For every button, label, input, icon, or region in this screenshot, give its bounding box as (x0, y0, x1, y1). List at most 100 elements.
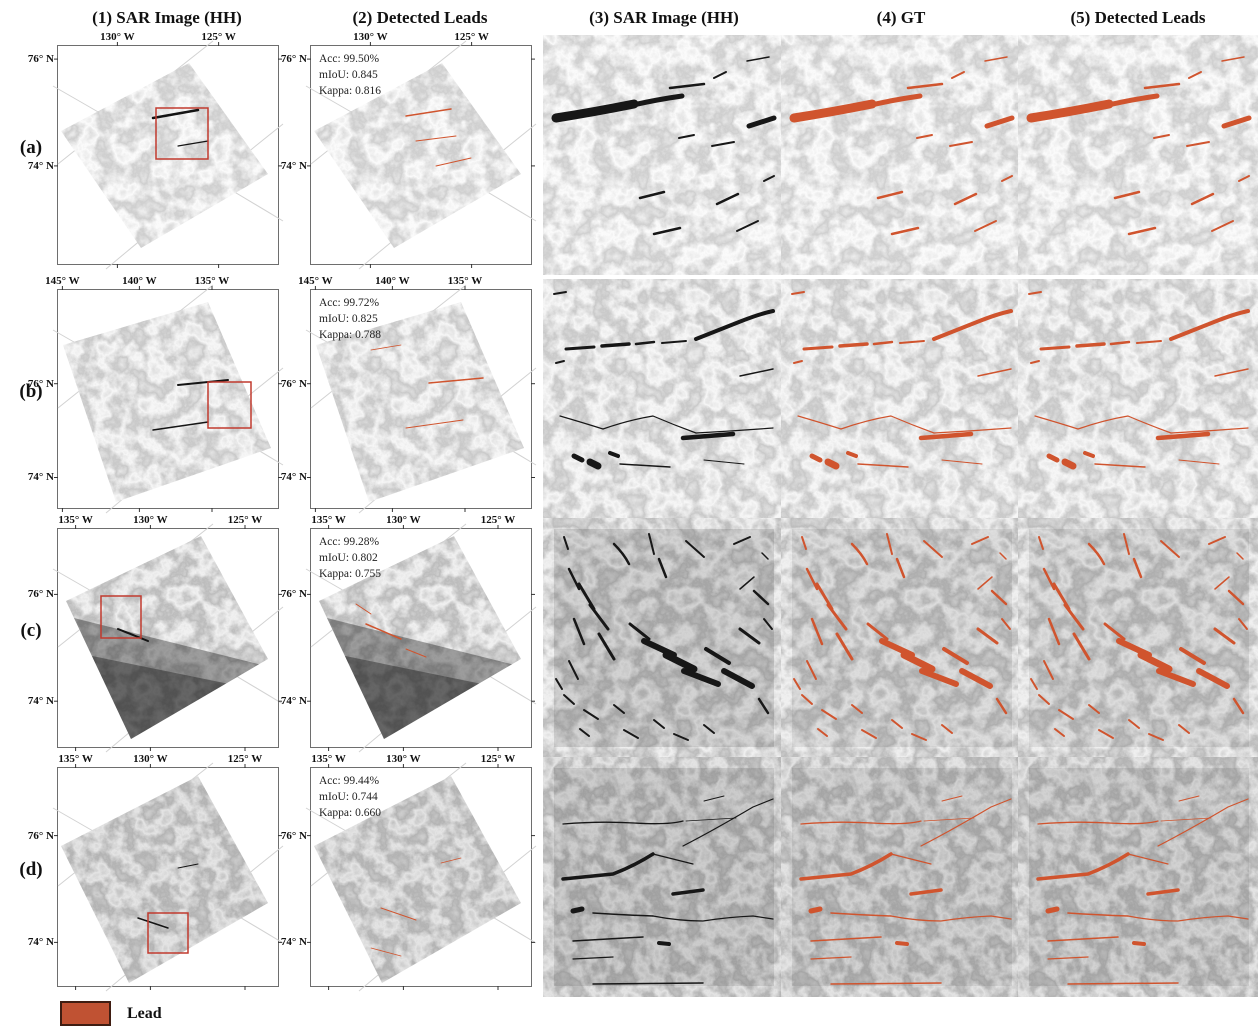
column-header-5: (5) Detected Leads (1070, 8, 1206, 27)
roi-rectangle (155, 107, 209, 160)
map-panel-b1-sar: 145° W 140° W 135° W 76° N 74° N (28, 275, 284, 514)
lon-label: 125° W (227, 514, 263, 526)
detected-image (1029, 529, 1249, 747)
map-plot (52, 284, 284, 514)
metric-miou: mIoU: 0.845 (319, 69, 378, 82)
map-panel-d2-detected: 135° W 130° W 125° W 76° N 74° N Acc: 99… (281, 753, 537, 992)
roi-rectangle (207, 381, 252, 429)
metrics-box: Acc: 99.50% mIoU: 0.845 Kappa: 0.816 (319, 51, 381, 99)
sar-image (554, 290, 774, 508)
column-header-1: (1) SAR Image (HH) (92, 8, 242, 27)
column-header-4: (4) GT (876, 8, 926, 27)
legend-label: Lead (127, 1004, 162, 1022)
lat-label: 76° N (280, 377, 307, 390)
column-header-2: (2) Detected Leads (352, 8, 488, 27)
lat-label: 74° N (27, 936, 54, 949)
lon-label: 135° W (194, 275, 230, 287)
lat-label: 74° N (27, 159, 54, 172)
lat-label: 74° N (280, 936, 307, 949)
lon-label: 125° W (480, 753, 516, 765)
metric-kappa: Kappa: 0.755 (319, 568, 381, 581)
row-label-d: (d) (19, 859, 43, 880)
image-panel-a5-detected (1028, 45, 1250, 265)
image-panel-d5-detected (1028, 767, 1250, 987)
lon-label: 145° W (45, 275, 80, 287)
image-panel-a3-sar-zoom (553, 45, 775, 265)
lat-label: 76° N (280, 829, 307, 842)
image-panel-a4-gt (791, 45, 1013, 265)
image-panel-c4-gt (791, 528, 1013, 748)
sar-image (554, 529, 774, 747)
metric-miou: mIoU: 0.744 (319, 791, 378, 804)
lat-label: 76° N (280, 53, 307, 66)
lat-label: 76° N (27, 588, 54, 601)
image-panel-c5-detected (1028, 528, 1250, 748)
lon-label: 135° W (58, 514, 93, 526)
metric-acc: Acc: 99.50% (319, 53, 380, 65)
lon-label: 135° W (311, 514, 346, 526)
metrics-box: Acc: 99.28% mIoU: 0.802 Kappa: 0.755 (319, 534, 381, 582)
sar-image (554, 768, 774, 986)
lon-label: 135° W (58, 753, 93, 765)
roi-rectangle (147, 912, 189, 954)
lon-label: 140° W (122, 275, 157, 287)
lat-label: 76° N (27, 829, 54, 842)
row-label-a: (a) (19, 137, 43, 158)
detected-image (1029, 46, 1249, 264)
lon-label: 135° W (311, 753, 346, 765)
map-panel-c2-detected: 135° W 130° W 125° W 76° N 74° N Acc: 99… (281, 514, 537, 753)
lat-label: 76° N (27, 53, 54, 66)
metric-miou: mIoU: 0.802 (319, 552, 378, 565)
detected-image (1029, 290, 1249, 508)
metric-kappa: Kappa: 0.816 (319, 85, 381, 98)
lon-label: 135° W (447, 275, 483, 287)
lon-label: 130° W (386, 514, 421, 526)
map-panel-b2-detected: 145° W 140° W 135° W 76° N 74° N Acc: 99… (281, 275, 537, 514)
metric-miou: mIoU: 0.825 (319, 313, 378, 326)
map-panel-d1-sar: 135° W 130° W 125° W 76° N 74° N (28, 753, 284, 992)
metric-kappa: Kappa: 0.788 (319, 329, 381, 342)
image-panel-c3-sar-zoom (553, 528, 775, 748)
legend: Lead (60, 1001, 162, 1026)
lon-label: 130° W (100, 31, 135, 43)
lon-label: 125° W (480, 514, 516, 526)
metric-acc: Acc: 99.44% (319, 775, 380, 787)
sar-image (554, 46, 774, 264)
detected-image (1029, 768, 1249, 986)
metric-acc: Acc: 99.72% (319, 297, 380, 309)
lat-label: 76° N (27, 377, 54, 390)
map-panel-a1-sar: 130° W 125° W 76° N 74° N (28, 31, 284, 270)
lat-label: 74° N (280, 159, 307, 172)
lat-label: 74° N (280, 695, 307, 708)
map-plot (305, 284, 537, 514)
lon-label: 130° W (133, 514, 168, 526)
image-panel-d3-sar-zoom (553, 767, 775, 987)
column-header-3: (3) SAR Image (HH) (589, 8, 739, 27)
lon-label: 125° W (201, 31, 236, 43)
map-panel-c1-sar: 135° W 130° W 125° W 76° N 74° N (28, 514, 284, 753)
row-label-c: (c) (20, 620, 42, 641)
map-panel-a2-detected: 130° W 125° W 76° N 74° N Acc: 99.50% mI… (281, 31, 537, 270)
gt-image (792, 46, 1012, 264)
lon-label: 130° W (353, 31, 388, 43)
lon-label: 125° W (454, 31, 489, 43)
metrics-box: Acc: 99.44% mIoU: 0.744 Kappa: 0.660 (319, 773, 381, 821)
map-plot (305, 523, 537, 753)
lat-label: 74° N (27, 471, 54, 484)
metric-kappa: Kappa: 0.660 (319, 807, 381, 820)
map-plot (305, 762, 537, 992)
gt-image (792, 290, 1012, 508)
gt-image (792, 768, 1012, 986)
metric-acc: Acc: 99.28% (319, 536, 380, 548)
lon-label: 140° W (375, 275, 410, 287)
lon-label: 130° W (386, 753, 421, 765)
image-panel-b4-gt (791, 289, 1013, 509)
gt-image (792, 529, 1012, 747)
lat-label: 74° N (27, 695, 54, 708)
image-panel-b5-detected (1028, 289, 1250, 509)
lat-label: 74° N (280, 471, 307, 484)
metrics-box: Acc: 99.72% mIoU: 0.825 Kappa: 0.788 (319, 295, 381, 343)
map-plot (305, 40, 537, 270)
map-plot (52, 523, 284, 753)
